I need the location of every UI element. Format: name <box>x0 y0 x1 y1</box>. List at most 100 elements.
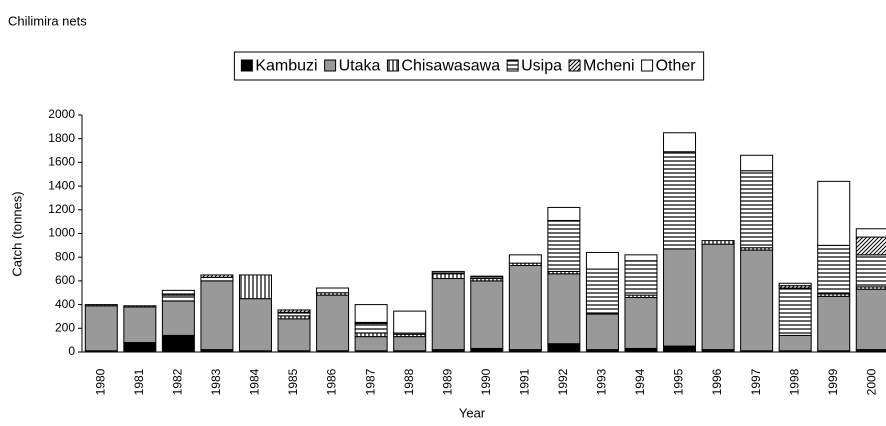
bar-segment <box>663 345 697 353</box>
bar-segment <box>431 278 465 351</box>
legend-label: Chisawasawa <box>401 58 500 75</box>
x-tick-label: 1999 <box>826 368 840 395</box>
bar-segment <box>316 287 350 294</box>
bar-segment <box>161 334 195 353</box>
legend-label: Mcheni <box>583 58 635 75</box>
x-tick-label: 1992 <box>556 368 570 395</box>
bar-segment <box>431 270 465 275</box>
bar-segment <box>585 313 619 351</box>
legend-swatch <box>240 59 253 72</box>
bar-segment <box>84 305 118 352</box>
legend-label: Utaka <box>339 58 381 75</box>
legend-swatch <box>386 59 399 72</box>
bar-segment <box>855 288 886 351</box>
bar-segment <box>123 342 157 353</box>
legend-label: Usipa <box>521 58 562 75</box>
bar-segment <box>547 219 581 272</box>
x-tick-label: 1993 <box>595 368 609 395</box>
y-tick-label: 800 <box>55 249 75 263</box>
x-tick-label: 1985 <box>286 368 300 395</box>
x-tick-label: 1987 <box>363 368 377 395</box>
bar-segment <box>161 289 195 295</box>
bar-segment <box>238 274 272 300</box>
bar-segment <box>393 310 427 334</box>
y-axis-label: Catch (tonnes) <box>9 191 24 276</box>
bar-segment <box>740 249 774 352</box>
legend-box <box>233 51 705 81</box>
legend-label: Kambuzi <box>255 58 317 75</box>
bar-segment <box>508 264 542 351</box>
bar-segment <box>316 294 350 352</box>
y-tick-label: 1400 <box>48 178 75 192</box>
bar-segment <box>817 244 851 295</box>
legend-swatch <box>324 59 337 72</box>
bar-segment <box>855 254 886 288</box>
bar-segment <box>277 309 311 313</box>
bar-segment <box>470 347 504 353</box>
legend-swatch <box>506 59 519 72</box>
bar-segment <box>778 334 812 352</box>
x-axis-label: Year <box>459 405 486 420</box>
x-tick-label: 1986 <box>325 368 339 395</box>
bar-segment <box>624 260 658 296</box>
bar-segment <box>624 347 658 353</box>
legend-swatch <box>641 59 654 72</box>
bar-segment <box>200 276 234 282</box>
x-tick-label: 1989 <box>440 368 454 395</box>
x-tick-label: 1980 <box>93 368 107 395</box>
bar-segment <box>701 243 735 351</box>
y-tick-label: 0 <box>68 344 75 358</box>
bar-segment <box>701 240 735 245</box>
bar-segment <box>740 170 774 249</box>
bar-segment <box>238 298 272 352</box>
bar-segment <box>354 304 388 323</box>
x-tick-label: 1995 <box>672 368 686 395</box>
y-tick-label: 1800 <box>48 131 75 145</box>
bar-segment <box>123 305 157 308</box>
bar-segment <box>470 280 504 349</box>
y-tick-label: 1600 <box>48 155 75 169</box>
x-tick-label: 1991 <box>517 368 531 395</box>
bar-segment <box>740 154 774 172</box>
y-tick-label: 1200 <box>48 202 75 216</box>
x-tick-label: 1998 <box>787 368 801 395</box>
bar-segment <box>624 296 658 349</box>
x-tick-label: 1981 <box>132 368 146 395</box>
x-tick-label: 1990 <box>479 368 493 395</box>
bar-segment <box>663 248 697 347</box>
x-tick-label: 1997 <box>749 368 763 395</box>
legend-label: Other <box>656 58 697 75</box>
bar-segment <box>855 228 886 238</box>
x-tick-label: 1988 <box>402 368 416 395</box>
bar-segment <box>778 287 812 336</box>
bar-segment <box>277 318 311 352</box>
bar-segment <box>855 236 886 256</box>
bar-segment <box>354 332 388 338</box>
bar-segment <box>624 254 658 262</box>
x-tick-label: 1996 <box>710 368 724 395</box>
bar-segment <box>123 306 157 344</box>
y-tick-label: 1000 <box>48 226 75 240</box>
bar-segment <box>200 280 234 351</box>
bar-segment <box>354 336 388 352</box>
y-tick-label: 600 <box>55 273 75 287</box>
bar-segment <box>431 273 465 280</box>
y-tick-label: 2000 <box>48 107 75 121</box>
x-tick-label: 2000 <box>864 368 878 395</box>
bar-segment <box>585 268 619 315</box>
x-tick-label: 1983 <box>209 368 223 395</box>
bar-segment <box>547 343 581 353</box>
bar-segment <box>354 323 388 334</box>
bar-segment <box>277 311 311 317</box>
bar-segment <box>84 304 118 307</box>
y-tick-label: 400 <box>55 297 75 311</box>
bar-segment <box>778 282 812 287</box>
bar-segment <box>585 251 619 270</box>
bar-segment <box>817 180 851 246</box>
bar-segment <box>161 300 195 336</box>
x-tick-label: 1984 <box>248 368 262 395</box>
bar-segment <box>161 294 195 302</box>
bar-segment <box>663 132 697 153</box>
bar-segment <box>547 273 581 345</box>
x-tick-label: 1994 <box>633 368 647 395</box>
